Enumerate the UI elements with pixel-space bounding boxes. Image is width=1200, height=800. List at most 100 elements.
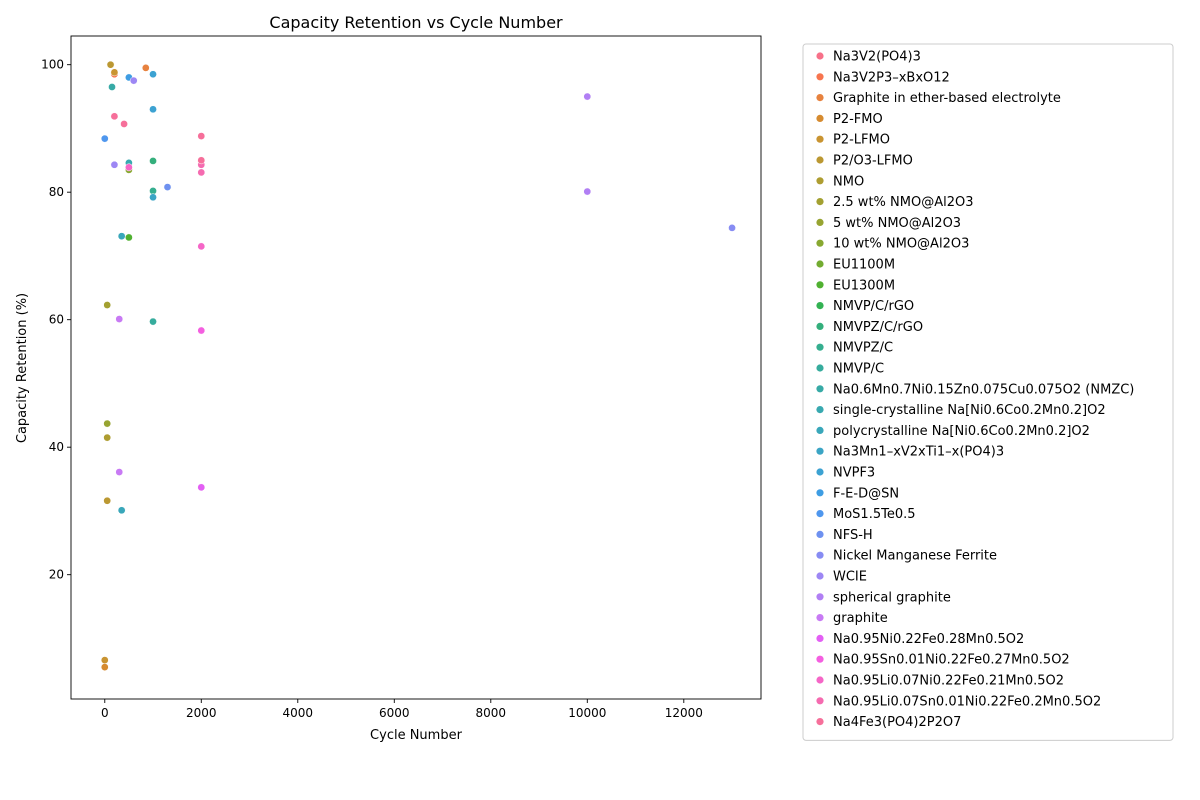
legend-label: single-crystalline Na[Ni0.6Co0.2Mn0.2]O2 <box>833 403 1106 418</box>
legend-marker <box>816 634 824 643</box>
legend-marker <box>816 218 824 226</box>
legend-marker <box>816 697 824 705</box>
legend-marker <box>816 343 824 351</box>
legend-marker <box>816 655 824 663</box>
data-point <box>115 315 124 323</box>
plot-frame <box>70 35 762 700</box>
y-tick-label: 40 <box>49 440 64 454</box>
x-tick-label: 12000 <box>665 706 703 720</box>
data-point <box>103 419 112 428</box>
data-point <box>103 496 112 505</box>
y-axis: 20 40 60 80 100 <box>41 58 71 582</box>
legend-label: graphite <box>833 611 888 626</box>
legend-marker <box>816 52 824 60</box>
data-point <box>197 156 206 165</box>
data-point <box>110 68 119 77</box>
data-point <box>100 134 109 143</box>
legend-marker <box>816 447 824 455</box>
y-tick-label: 80 <box>49 185 64 199</box>
legend-marker <box>816 135 824 143</box>
legend-marker <box>816 198 824 206</box>
legend-label: NFS-H <box>833 528 873 543</box>
legend-frame <box>802 43 1174 741</box>
data-point <box>197 132 206 140</box>
legend-marker <box>816 239 824 247</box>
data-point <box>163 183 172 191</box>
x-tick-label: 2000 <box>186 706 217 720</box>
legend-marker <box>816 177 824 185</box>
legend-label: Na0.95Ni0.22Fe0.28Mn0.5O2 <box>833 632 1024 647</box>
legend-marker <box>816 94 824 102</box>
legend-label: NMO <box>833 174 864 189</box>
data-point <box>115 468 124 476</box>
data-point <box>149 105 157 114</box>
legend-marker <box>816 322 824 330</box>
y-tick-label: 20 <box>49 568 64 582</box>
x-tick-label: 0 <box>101 706 109 720</box>
legend-label: Nickel Manganese Ferrite <box>833 549 997 564</box>
legend-marker <box>816 385 824 393</box>
y-tick-label: 100 <box>41 58 64 72</box>
chart-title: Capacity Retention vs Cycle Number <box>269 13 563 32</box>
data-point <box>728 224 736 232</box>
data-point <box>149 193 157 202</box>
legend-marker <box>816 593 824 601</box>
legend-label: P2-LFMO <box>833 133 890 148</box>
legend-marker <box>816 114 824 122</box>
legend-marker <box>816 281 824 289</box>
legend-marker <box>816 364 824 372</box>
data-point <box>129 76 138 85</box>
data-point <box>110 160 119 169</box>
data-point <box>197 168 206 177</box>
legend-label: Graphite in ether-based electrolyte <box>833 91 1061 106</box>
x-axis-label: Cycle Number <box>370 728 463 743</box>
legend-label: 2.5 wt% NMO@Al2O3 <box>833 195 973 210</box>
legend-marker <box>816 509 824 518</box>
legend-label: NMVPZ/C/rGO <box>833 320 923 335</box>
data-point <box>583 92 592 101</box>
data-point <box>103 433 112 442</box>
legend-label: Na3V2(PO4)3 <box>833 50 921 65</box>
legend-label: P2/O3-LFMO <box>833 154 913 169</box>
legend-marker <box>816 530 824 539</box>
legend-label: EU1300M <box>833 278 895 293</box>
legend-label: WCIE <box>833 570 867 585</box>
x-tick-label: 10000 <box>568 706 606 720</box>
legend-label: NVPF3 <box>833 466 875 481</box>
data-point <box>149 70 157 79</box>
x-axis: 0 2000 4000 6000 8000 10000 12000 <box>101 699 703 720</box>
data-point <box>141 64 150 72</box>
legend-label: spherical graphite <box>833 590 951 605</box>
legend-marker <box>816 302 824 310</box>
legend-marker <box>816 489 824 497</box>
data-point <box>100 656 109 664</box>
data-point <box>110 112 119 121</box>
legend-marker <box>816 156 824 164</box>
data-point <box>117 506 126 515</box>
legend-marker <box>816 426 824 434</box>
legend-label: F-E-D@SN <box>833 486 899 501</box>
data-point <box>197 483 206 492</box>
data-point <box>149 157 157 165</box>
legend-label: Na0.6Mn0.7Ni0.15Zn0.075Cu0.075O2 (NMZC) <box>833 382 1134 397</box>
legend-marker <box>816 406 824 414</box>
data-point <box>125 233 133 242</box>
legend-label: Na4Fe3(PO4)2P2O7 <box>833 715 961 730</box>
legend-label: EU1100M <box>833 258 895 273</box>
legend-marker <box>816 718 824 726</box>
legend-label: 10 wt% NMO@Al2O3 <box>833 237 969 252</box>
legend-label: Na0.95Li0.07Sn0.01Ni0.22Fe0.2Mn0.5O2 <box>833 694 1101 709</box>
legend-label: Na0.95Sn0.01Ni0.22Fe0.27Mn0.5O2 <box>833 653 1070 668</box>
data-point <box>197 242 206 251</box>
legend-label: NMVP/C <box>833 362 884 377</box>
legend-label: Na3Mn1–xV2xTi1–x(PO4)3 <box>833 445 1004 460</box>
data-point <box>100 663 109 671</box>
data-point <box>583 187 592 196</box>
legend-marker <box>816 572 824 580</box>
legend-marker <box>816 676 824 684</box>
data-point <box>108 83 116 91</box>
data-point <box>117 232 126 241</box>
data-point <box>197 326 206 335</box>
legend-label: Na0.95Li0.07Ni0.22Fe0.21Mn0.5O2 <box>833 674 1064 689</box>
